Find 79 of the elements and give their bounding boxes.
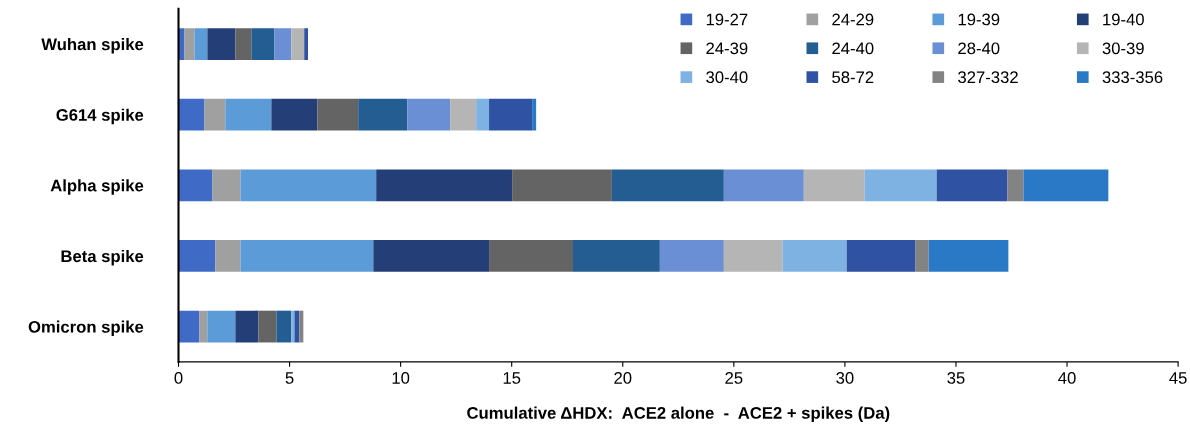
bar — [204, 98, 226, 131]
bar — [476, 98, 490, 131]
bar — [240, 169, 377, 202]
bar — [915, 240, 929, 272]
bar — [573, 240, 660, 272]
bar — [274, 28, 292, 60]
bar — [864, 169, 937, 202]
legend-label: 19-27 — [706, 13, 748, 26]
bar — [199, 310, 208, 343]
bar — [450, 98, 477, 131]
x-axis-title: Cumulative ΔHDX: ACE2 alone - ACE2 + spikes (Da) — [467, 406, 890, 423]
bar — [317, 98, 359, 131]
y-tick-label: Wuhan spike — [41, 38, 144, 54]
bar — [235, 28, 252, 60]
bar — [358, 98, 408, 131]
legend-label: 333-356 — [1102, 71, 1163, 84]
legend-label: 19-40 — [1103, 13, 1144, 26]
bar — [225, 98, 272, 131]
bar — [271, 98, 318, 131]
bar — [276, 310, 292, 343]
bar — [512, 169, 612, 202]
bar — [373, 240, 490, 272]
bar — [178, 98, 205, 131]
bar — [291, 310, 295, 343]
x-tick-label: 15 — [503, 372, 521, 384]
legend-label: 19-39 — [958, 13, 1000, 26]
bar — [846, 240, 916, 272]
bar — [928, 240, 1009, 272]
bar — [212, 169, 241, 202]
bar — [207, 28, 236, 60]
bar — [291, 28, 305, 60]
bar — [611, 169, 724, 202]
bar — [936, 169, 1008, 202]
bar — [184, 28, 195, 60]
bar — [803, 169, 865, 202]
legend-label: 327-332 — [958, 71, 1018, 84]
bar — [659, 240, 724, 272]
bar — [240, 240, 374, 272]
x-tick-label: 10 — [392, 372, 410, 384]
y-tick-label: Omicron spike — [28, 320, 144, 337]
bar — [178, 169, 213, 202]
x-tick-label: 5 — [285, 372, 294, 384]
x-tick-label: 0 — [174, 372, 183, 384]
bar — [489, 240, 574, 272]
legend-label: 30-39 — [1102, 42, 1144, 55]
y-tick-label: G614 spike — [56, 108, 144, 125]
bar — [215, 240, 241, 272]
legend-label: 30-40 — [706, 71, 748, 84]
bar — [489, 98, 533, 131]
bar — [532, 98, 537, 131]
y-tick-label: Alpha spike — [50, 179, 144, 195]
bar — [1023, 169, 1109, 202]
bar — [299, 310, 304, 343]
x-tick-label: 45 — [1169, 372, 1187, 384]
x-tick-label: 25 — [725, 372, 743, 384]
bar — [258, 310, 277, 343]
bar — [376, 169, 513, 202]
legend-label: 58-72 — [832, 71, 874, 84]
x-tick-label: 40 — [1058, 372, 1076, 384]
y-tick-label: Beta spike — [61, 249, 144, 266]
x-tick-label: 30 — [836, 372, 854, 384]
legend-label: 24-40 — [832, 42, 874, 55]
bar — [194, 28, 208, 60]
bar — [723, 240, 783, 272]
legend-label: 28-40 — [958, 42, 1000, 55]
x-tick-label: 20 — [614, 372, 632, 384]
legend-label: 24-29 — [832, 13, 874, 26]
bar — [782, 240, 847, 272]
bar — [304, 28, 308, 60]
bar — [723, 169, 804, 202]
legend-label: 24-39 — [706, 42, 748, 55]
bar — [1007, 169, 1024, 202]
bar — [294, 310, 300, 343]
bar — [251, 28, 275, 60]
x-tick-label: 35 — [947, 372, 965, 384]
bar — [207, 310, 236, 343]
bar — [407, 98, 451, 131]
bar — [235, 310, 259, 343]
bar — [178, 240, 216, 272]
